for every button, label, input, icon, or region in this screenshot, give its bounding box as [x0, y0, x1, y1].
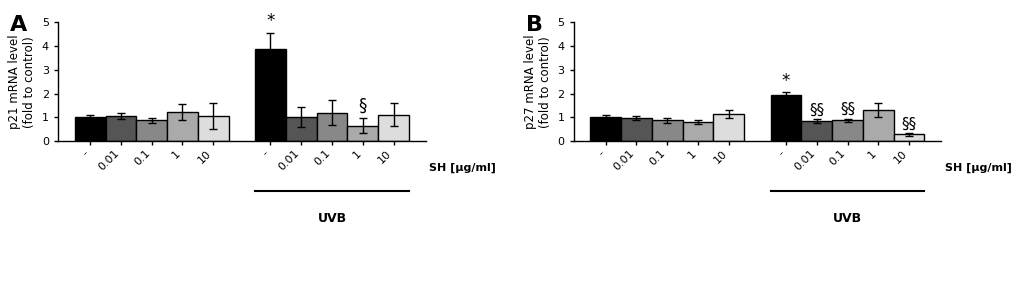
Text: *: * — [781, 72, 790, 90]
Text: UVB: UVB — [833, 212, 861, 226]
Bar — [590, 117, 621, 141]
Text: §: § — [359, 97, 367, 114]
Bar — [712, 114, 744, 141]
Bar — [316, 113, 347, 141]
Y-axis label: p21 mRNA level
(fold to control): p21 mRNA level (fold to control) — [8, 34, 37, 129]
Bar — [893, 134, 923, 141]
Text: SH [μg/ml]: SH [μg/ml] — [944, 162, 1011, 173]
Bar — [198, 116, 228, 141]
Bar — [255, 49, 285, 141]
Bar — [832, 120, 862, 141]
Text: §§: §§ — [808, 102, 823, 117]
Y-axis label: p27 mRNA level
(fold to control): p27 mRNA level (fold to control) — [524, 34, 551, 129]
Bar — [167, 112, 198, 141]
Bar — [285, 117, 316, 141]
Bar — [105, 116, 137, 141]
Text: B: B — [525, 15, 542, 35]
Text: §§: §§ — [901, 117, 916, 132]
Bar — [769, 95, 801, 141]
Text: UVB: UVB — [317, 212, 346, 226]
Bar — [621, 118, 651, 141]
Text: *: * — [266, 12, 274, 30]
Bar — [347, 126, 378, 141]
Bar — [74, 117, 105, 141]
Bar — [801, 121, 832, 141]
Text: SH [μg/ml]: SH [μg/ml] — [429, 162, 495, 173]
Bar — [862, 110, 893, 141]
Bar — [651, 120, 682, 141]
Bar — [682, 122, 712, 141]
Text: §§: §§ — [839, 102, 854, 117]
Bar — [137, 120, 167, 141]
Text: A: A — [10, 15, 28, 35]
Bar — [378, 114, 409, 141]
